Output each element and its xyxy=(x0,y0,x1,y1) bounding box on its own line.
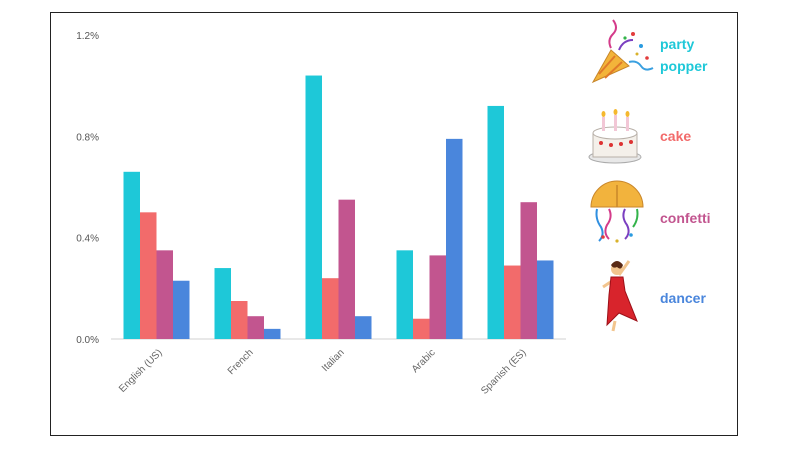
y-tick-label: 0.8% xyxy=(76,132,99,143)
bar-birthday-cake-0 xyxy=(140,212,157,339)
x-tick-label: Italian xyxy=(320,347,347,374)
bar-layer xyxy=(123,75,554,340)
y-tick-label: 0.4% xyxy=(76,234,99,245)
dancer-icon xyxy=(602,260,638,332)
bar-confetti-ball-0 xyxy=(156,250,173,339)
x-tick-label: Arabic xyxy=(410,347,438,375)
legend-label-cake: cake xyxy=(660,128,691,144)
bar-birthday-cake-2 xyxy=(322,278,339,339)
bar-birthday-cake-1 xyxy=(231,301,248,339)
legend-label-popper: popper xyxy=(660,58,708,74)
x-tick-label: French xyxy=(226,347,256,377)
bar-party-popper-3 xyxy=(396,250,413,339)
legend-label-confetti: confetti xyxy=(660,210,711,226)
bar-birthday-cake-3 xyxy=(413,318,430,339)
bar-confetti-ball-4 xyxy=(520,202,537,339)
legend: party popper cake xyxy=(588,19,711,332)
chart-frame: 0.0% 0.4% 0.8% 1.2% English (US) French Itali… xyxy=(50,12,738,436)
confetti-ball-icon xyxy=(590,180,644,243)
bar-confetti-ball-1 xyxy=(247,316,264,339)
y-axis: 0.0% 0.4% 0.8% 1.2% xyxy=(76,31,99,346)
x-tick-label: English (US) xyxy=(117,347,164,394)
bar-dancer-2 xyxy=(355,316,372,339)
bar-birthday-cake-4 xyxy=(504,265,521,339)
bar-party-popper-2 xyxy=(305,75,322,340)
bar-party-popper-4 xyxy=(487,105,504,339)
party-popper-icon xyxy=(591,19,654,84)
bar-dancer-3 xyxy=(446,138,463,339)
birthday-cake-icon xyxy=(588,109,642,164)
bar-confetti-ball-3 xyxy=(429,255,446,339)
bar-party-popper-0 xyxy=(123,171,140,339)
x-axis: English (US) French Italian Arabic Spanish (… xyxy=(117,347,528,396)
bar-confetti-ball-2 xyxy=(338,199,355,339)
bar-chart: 0.0% 0.4% 0.8% 1.2% English (US) French Itali… xyxy=(76,19,711,397)
legend-label-party: party xyxy=(660,36,694,52)
bar-party-popper-1 xyxy=(214,268,231,339)
bar-dancer-4 xyxy=(537,260,554,339)
bar-dancer-0 xyxy=(173,280,190,339)
y-tick-label: 1.2% xyxy=(76,31,99,42)
legend-label-dancer: dancer xyxy=(660,290,706,306)
y-tick-label: 0.0% xyxy=(76,335,99,346)
bar-dancer-1 xyxy=(264,328,281,339)
x-tick-label: Spanish (ES) xyxy=(479,347,528,396)
